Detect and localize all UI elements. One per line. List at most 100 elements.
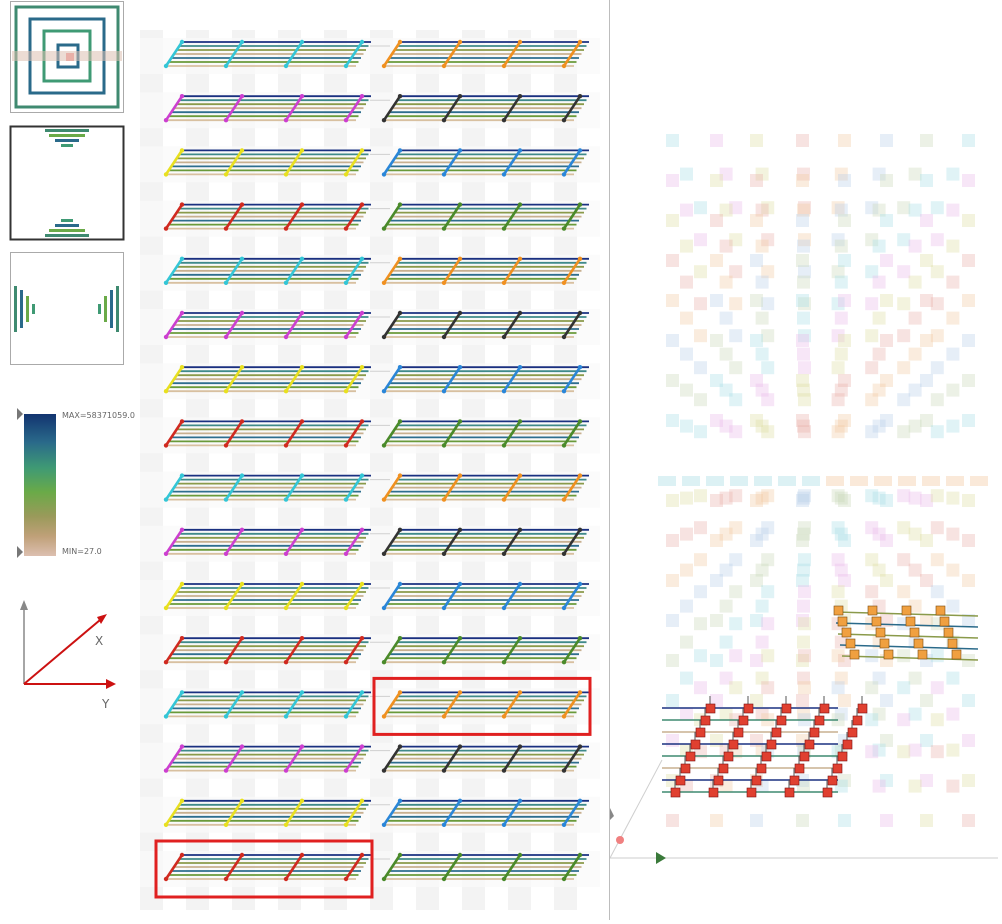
ghost-cube	[865, 681, 879, 695]
ghost-cube	[798, 553, 811, 567]
max-marker-icon[interactable]	[17, 408, 23, 420]
structure-group[interactable]	[381, 419, 589, 448]
ghost-cube	[920, 214, 933, 227]
ghost-cube	[680, 167, 693, 181]
accent-strut	[344, 637, 364, 663]
ghost-cube	[831, 585, 845, 599]
accent-strut	[164, 41, 184, 67]
joint-node	[441, 605, 447, 611]
ghost-cube	[865, 713, 879, 727]
structure-group[interactable]	[381, 744, 589, 773]
accent-strut	[442, 637, 462, 663]
accent-strut	[344, 529, 364, 555]
structure-group[interactable]	[381, 473, 589, 502]
accent-strut	[382, 800, 402, 826]
accent-strut	[164, 474, 184, 501]
ghost-cube	[755, 563, 769, 577]
structure-group[interactable]	[381, 852, 589, 882]
accent-strut	[284, 529, 304, 555]
structure-group[interactable]	[163, 94, 371, 123]
joint-node	[163, 822, 169, 827]
joint-node	[223, 497, 229, 502]
joint-node	[561, 876, 567, 882]
joint-node	[457, 798, 463, 803]
joint-node	[179, 148, 185, 153]
structure-group[interactable]	[163, 690, 371, 719]
highlight-box[interactable]	[154, 839, 374, 899]
ghost-cube	[755, 635, 769, 649]
ghost-cube	[872, 563, 886, 577]
structure-group[interactable]	[163, 310, 371, 340]
accent-strut	[284, 95, 304, 121]
ghost-cube	[831, 649, 845, 663]
structure-group[interactable]	[163, 202, 371, 231]
structure-group[interactable]	[381, 148, 589, 177]
ghost-cube	[962, 654, 975, 667]
structure-group[interactable]	[163, 798, 371, 827]
structure-group[interactable]	[381, 310, 589, 340]
joint-node	[359, 744, 365, 749]
ghost-cube	[694, 425, 707, 439]
joint-node	[397, 256, 403, 261]
structure-group[interactable]	[163, 39, 371, 69]
joint-node	[381, 497, 387, 502]
active-cluster-red[interactable]	[662, 696, 868, 798]
structure-group[interactable]	[163, 852, 371, 882]
ghost-cube	[797, 527, 810, 541]
right-3d-view[interactable]	[609, 0, 1002, 920]
structure-group[interactable]	[381, 690, 589, 719]
joint-node	[299, 744, 305, 749]
structure-group[interactable]	[381, 39, 589, 69]
structure-group[interactable]	[381, 798, 589, 827]
joint-node	[359, 636, 365, 641]
front-view-preview	[9, 125, 125, 241]
ghost-cube	[694, 201, 707, 215]
joint-node	[441, 172, 447, 177]
ghost-cube	[682, 476, 700, 486]
ghost-cube	[729, 201, 743, 215]
joint-node	[283, 226, 289, 231]
thumbnail-side-view[interactable]	[10, 252, 124, 365]
ghost-cube	[908, 419, 922, 433]
structure-group[interactable]	[163, 636, 371, 665]
ghost-cube	[750, 534, 763, 547]
ghost-cube	[880, 814, 893, 827]
joint-node	[517, 94, 523, 99]
structure-group[interactable]	[163, 581, 371, 611]
min-marker-icon[interactable]	[17, 546, 23, 558]
accent-strut	[344, 41, 364, 67]
structure-group[interactable]	[381, 636, 589, 665]
active-cluster-orange[interactable]	[833, 605, 979, 661]
highlight-box[interactable]	[372, 676, 592, 736]
structure-group[interactable]	[381, 581, 589, 611]
thumbnail-top-view[interactable]	[10, 1, 124, 113]
structure-group[interactable]	[163, 148, 371, 177]
joint-node	[501, 660, 507, 665]
accent-strut	[224, 258, 244, 284]
thumbnail-front-view[interactable]	[9, 125, 125, 241]
ghost-cube	[838, 814, 851, 827]
structure-group[interactable]	[381, 94, 589, 123]
structure-group[interactable]	[381, 365, 589, 394]
structure-group[interactable]	[381, 202, 589, 231]
structure-group[interactable]	[163, 744, 371, 773]
ghost-cube	[898, 476, 916, 486]
structure-group[interactable]	[163, 473, 371, 502]
structure-group[interactable]	[163, 527, 371, 556]
ghost-cube	[920, 414, 933, 427]
ghost-cube	[880, 694, 893, 707]
ghost-cube	[750, 334, 763, 347]
structure-group[interactable]	[381, 256, 589, 285]
structure-group[interactable]	[163, 256, 371, 285]
joint-node	[517, 473, 523, 478]
ghost-cube	[719, 527, 733, 541]
accent-strut	[382, 41, 402, 67]
ghost-cube	[796, 374, 809, 387]
accent-strut	[344, 149, 364, 176]
ghost-cube	[930, 553, 944, 567]
structure-group[interactable]	[163, 419, 371, 448]
structure-group[interactable]	[163, 365, 371, 394]
structure-group[interactable]	[381, 527, 589, 556]
ghost-cube	[719, 671, 733, 685]
center-structure-view[interactable]	[132, 0, 610, 920]
